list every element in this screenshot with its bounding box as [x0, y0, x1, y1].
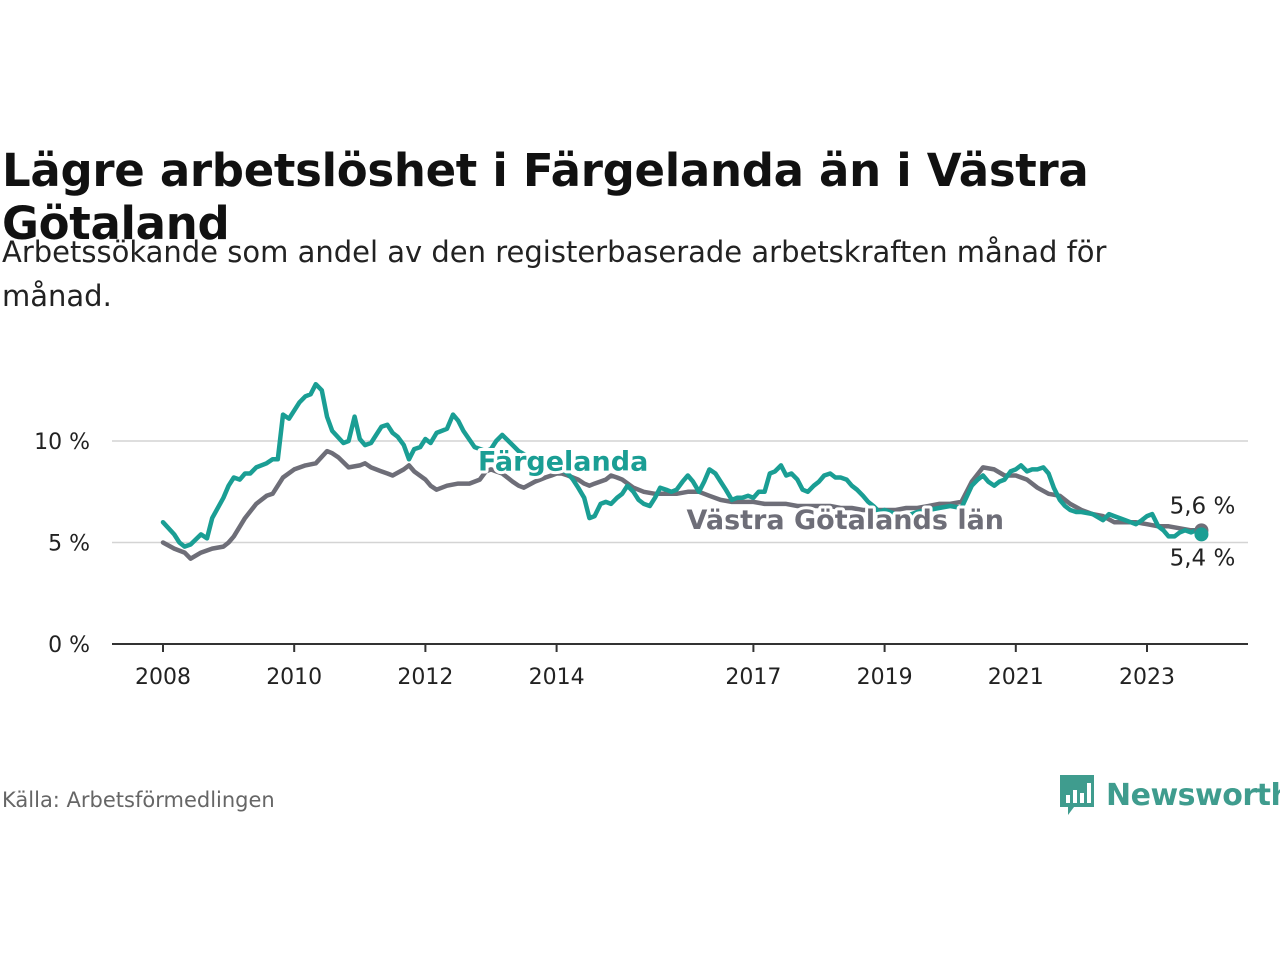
- x-axis-ticks: 2008 2010 2012 2014 2017 2019 2021 2023: [135, 644, 1175, 690]
- bar-chart-speech-bubble-icon: [1060, 775, 1094, 815]
- line-chart: 0 %5 %10 % 2008 2010 2012 2014 2017 2019 2021 2…: [34, 381, 1248, 690]
- x-tick-label: 2019: [857, 665, 913, 690]
- x-tick-label: 2008: [135, 665, 191, 690]
- source-note: Källa: Arbetsförmedlingen: [2, 788, 275, 812]
- series-lines: [160, 381, 1204, 561]
- x-tick-label: 2014: [529, 665, 585, 690]
- end-marker-1: [1194, 527, 1209, 542]
- end-value-label-0: 5,6 %: [1170, 493, 1236, 519]
- x-tick-label: 2017: [725, 665, 781, 690]
- y-axis-ticks: 0 % 5 % 10 %: [34, 430, 90, 658]
- series-line-0: [160, 448, 1204, 561]
- brand-logo: Newsworthy: [1058, 772, 1280, 818]
- brand-name: Newsworthy: [1106, 777, 1280, 813]
- y-tick-label: 0 %: [48, 633, 90, 658]
- annotation-label-0: Färgelanda: [478, 446, 648, 477]
- y-tick-label: 5 %: [48, 532, 90, 557]
- end-markers: 5,6 % 5,4 %: [1170, 493, 1236, 571]
- x-tick-label: 2012: [397, 665, 453, 690]
- chart-subtitle: Arbetssökande som andel av den registerb…: [2, 235, 1107, 313]
- annotation-halo-1: Västra Götalands län: [686, 505, 1004, 536]
- end-value-label-1: 5,4 %: [1170, 545, 1236, 571]
- y-tick-label: 10 %: [34, 430, 90, 455]
- annotation-halo-0: Färgelanda: [478, 446, 648, 477]
- chart-title: Lägre arbetslöshet i Färgelanda än i Väs…: [2, 144, 1089, 250]
- grid-lines: [112, 440, 1248, 544]
- series-line-1: [160, 381, 1204, 549]
- x-tick-label: 2021: [988, 665, 1044, 690]
- annotation-label-1: Västra Götalands län: [686, 505, 1004, 536]
- x-tick-label: 2010: [266, 665, 322, 690]
- x-tick-label: 2023: [1119, 665, 1175, 690]
